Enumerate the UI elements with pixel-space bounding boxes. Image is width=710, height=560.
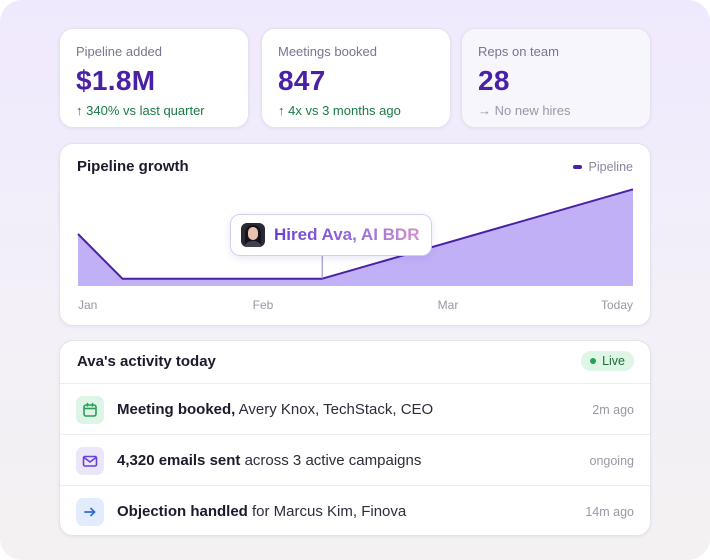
activity-text: Meeting booked, Avery Knox, TechStack, C… [117,401,434,418]
stat-delta-text: No new hires [494,103,571,118]
arrow-right-icon: → [478,103,491,118]
stat-delta-text: 4x vs 3 months ago [288,103,401,118]
stat-label: Pipeline added [76,44,163,59]
mail-icon [76,446,104,475]
x-tick-label: Today [601,298,633,312]
legend-swatch [572,165,582,169]
stat-delta: ↑ 340% vs last quarter [76,103,232,118]
stat-label: Reps on team [478,44,559,59]
activity-row[interactable]: Meeting booked, Avery Knox, TechStack, C… [60,383,650,435]
live-dot [590,358,597,364]
stat-delta: → No new hires [478,103,634,118]
calendar-icon [76,395,104,424]
stat-card-meetings-booked: Meetings booked 847 ↑ 4x vs 3 months ago [261,28,451,128]
stat-delta: ↑ 4x vs 3 months ago [278,103,434,118]
live-label: Live [602,354,625,368]
stat-card-pipeline-added: Pipeline added $1.8M ↑ 340% vs last quar… [59,28,249,128]
x-tick-label: Feb [253,298,274,312]
arrow-right-icon [76,497,104,526]
stat-value: $1.8M [76,65,156,96]
legend-label: Pipeline [588,160,633,174]
activity-text: 4,320 emails sent across 3 active campai… [117,452,422,469]
stat-label: Meetings booked [278,44,378,59]
chart-title: Pipeline growth [77,158,189,175]
activity-time: ongoing [589,453,635,468]
pipeline-area [78,189,633,286]
chart-legend: Pipeline [572,160,633,174]
activity-text: Objection handled for Marcus Kim, Finova [117,503,407,520]
ava-avatar [241,223,265,247]
pipeline-area-chart: Jan Feb Mar Today [77,188,634,312]
stat-delta-text: 340% vs last quarter [86,103,205,118]
pipeline-chart-card: Pipeline growth Pipeline Jan Feb Mar Today … [59,143,651,326]
stat-value: 28 [478,65,510,96]
activity-time: 2m ago [592,402,634,417]
x-tick-label: Jan [78,298,97,312]
live-badge: Live [581,351,634,371]
arrow-up-icon: ↑ [76,103,83,118]
activity-row[interactable]: 4,320 emails sent across 3 active campai… [60,434,650,486]
activity-time: 14m ago [585,504,634,519]
pipeline-line [77,188,634,280]
hire-annotation: Hired Ava, AI BDR [230,214,433,256]
arrow-up-icon: ↑ [278,103,285,118]
x-tick-label: Mar [438,298,459,312]
activity-card: Ava's activity today Live Meeting booked… [59,340,651,536]
stat-card-reps-on-team: Reps on team 28 → No new hires [461,28,651,128]
activity-row[interactable]: Objection handled for Marcus Kim, Finova… [60,485,650,537]
stat-value: 847 [278,65,326,96]
annotation-text: Hired Ava, AI BDR [274,225,420,244]
activity-title: Ava's activity today [77,353,216,370]
